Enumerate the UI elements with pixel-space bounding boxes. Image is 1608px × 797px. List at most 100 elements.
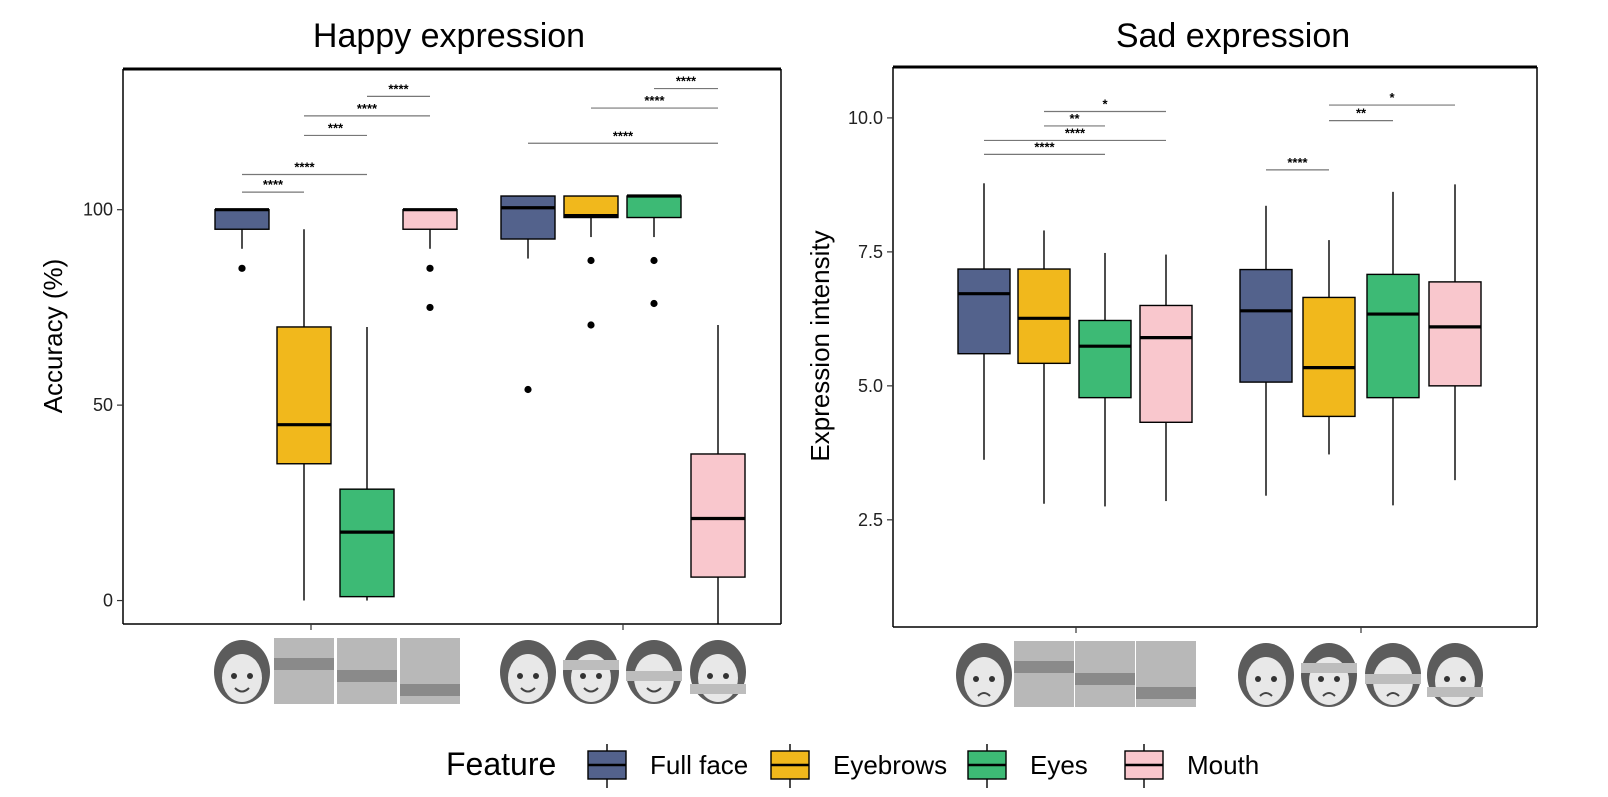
eye-shape — [1460, 676, 1466, 682]
significance-label: **** — [1287, 155, 1308, 170]
significance-label: **** — [294, 160, 315, 175]
eye-shape — [517, 673, 523, 679]
eye-shape — [1271, 676, 1277, 682]
eye-shape — [1255, 676, 1261, 682]
legend-item-full-face: Full face — [587, 744, 748, 788]
occlusion-bar — [1301, 663, 1357, 673]
mouth-shape — [234, 687, 250, 693]
significance-label: **** — [1034, 139, 1055, 154]
face-shape — [698, 654, 738, 702]
box-full-face-group-1 — [957, 183, 1011, 460]
outlier-point — [426, 264, 434, 272]
face-thumbnail-icon — [954, 641, 1014, 707]
box-mouth-group-1 — [402, 208, 458, 312]
legend-item-label: Full face — [650, 750, 748, 780]
significance-label: **** — [613, 128, 634, 143]
mouth-shape — [1322, 692, 1336, 697]
sad-y-axis-label: Expression intensity — [805, 230, 835, 461]
face-thumbnail-icon — [337, 638, 397, 704]
outlier-point — [650, 256, 658, 265]
box-iqr — [563, 195, 619, 219]
mouth-shape — [646, 687, 662, 693]
significance-label: **** — [263, 177, 284, 192]
box-full-face-group-1 — [214, 208, 270, 272]
happy-chart-title: Happy expression — [313, 17, 585, 55]
box-iqr — [1302, 296, 1356, 418]
face-shape — [222, 654, 262, 702]
significance-label: * — [1102, 96, 1108, 111]
legend: Feature Full face Eyebrows Eyes Mouth — [446, 744, 1259, 788]
mouth-shape — [583, 687, 599, 693]
box-eyes-group-1 — [339, 326, 395, 601]
box-iqr — [1239, 268, 1293, 383]
face-thumbnail-icon — [1236, 641, 1296, 707]
legend-item-eyes: Eyes — [967, 744, 1088, 788]
thumbnail-background — [1014, 641, 1074, 707]
mouth-shape — [1259, 692, 1273, 697]
eye-shape — [1318, 676, 1324, 682]
box-iqr — [500, 195, 556, 240]
significance-label: ** — [1356, 106, 1367, 121]
box-full-face-group-2 — [1239, 205, 1293, 496]
face-thumbnail-icon — [1425, 641, 1485, 707]
box-eyes-group-2 — [1366, 191, 1420, 506]
box-full-face-group-2 — [500, 195, 556, 394]
outlier-point — [650, 299, 658, 308]
box-iqr — [1139, 304, 1193, 423]
face-shape — [1435, 657, 1475, 705]
box-eyebrows-group-2 — [1302, 240, 1356, 455]
face-thumbnail-icon — [688, 638, 748, 704]
face-thumbnail-icon — [561, 638, 621, 704]
box-iqr — [339, 488, 395, 598]
box-eyes-group-2 — [626, 194, 682, 308]
eye-shape — [723, 673, 729, 679]
y-tick-label: 0 — [103, 591, 113, 611]
face-shape — [508, 654, 548, 702]
significance-label: **** — [676, 74, 697, 89]
mouth-shape — [1386, 692, 1400, 697]
face-thumbnail-icon — [400, 638, 460, 704]
eye-shape — [596, 673, 602, 679]
occlusion-bar — [690, 684, 746, 694]
legend-item-label: Eyes — [1030, 750, 1088, 780]
occlusion-bar — [563, 660, 619, 670]
box-mouth-group-2 — [1428, 184, 1482, 481]
face-thumbnail-icon — [1136, 641, 1196, 707]
visible-feature-stripe — [337, 670, 397, 682]
significance-label: **** — [388, 81, 409, 96]
significance-label: **** — [644, 93, 665, 108]
visible-feature-stripe — [274, 658, 334, 670]
mouth-shape — [977, 692, 991, 697]
box-eyes-group-1 — [1078, 252, 1132, 507]
box-eyebrows-group-2 — [563, 195, 619, 329]
occlusion-bar — [1427, 687, 1483, 697]
face-thumbnail-icon — [1299, 641, 1359, 707]
visible-feature-stripe — [400, 684, 460, 696]
face-shape — [1246, 657, 1286, 705]
visible-feature-stripe — [1075, 673, 1135, 685]
eye-shape — [533, 673, 539, 679]
eye-shape — [231, 673, 237, 679]
eye-shape — [1334, 676, 1340, 682]
box-eyebrows-group-1 — [276, 229, 332, 601]
significance-label: *** — [328, 120, 344, 135]
legend-title: Feature — [446, 746, 556, 782]
face-shape — [964, 657, 1004, 705]
y-tick-label: 50 — [93, 395, 113, 415]
box-eyebrows-group-1 — [1017, 230, 1071, 504]
face-thumbnail-icon — [1363, 641, 1423, 707]
box-iqr — [214, 209, 270, 230]
eye-shape — [973, 676, 979, 682]
box-iqr — [1366, 273, 1420, 399]
eye-shape — [989, 676, 995, 682]
box-iqr — [957, 268, 1011, 355]
outlier-point — [587, 256, 595, 265]
legend-item-label: Mouth — [1187, 750, 1259, 780]
box-iqr — [626, 195, 682, 219]
face-thumbnail-icon — [274, 638, 334, 704]
sad-expression-panel: Sad expression Expression intensity 2.5 5… — [805, 17, 1538, 707]
face-thumbnail-icon — [212, 638, 272, 704]
outlier-point — [238, 264, 246, 272]
occlusion-bar — [626, 671, 682, 681]
